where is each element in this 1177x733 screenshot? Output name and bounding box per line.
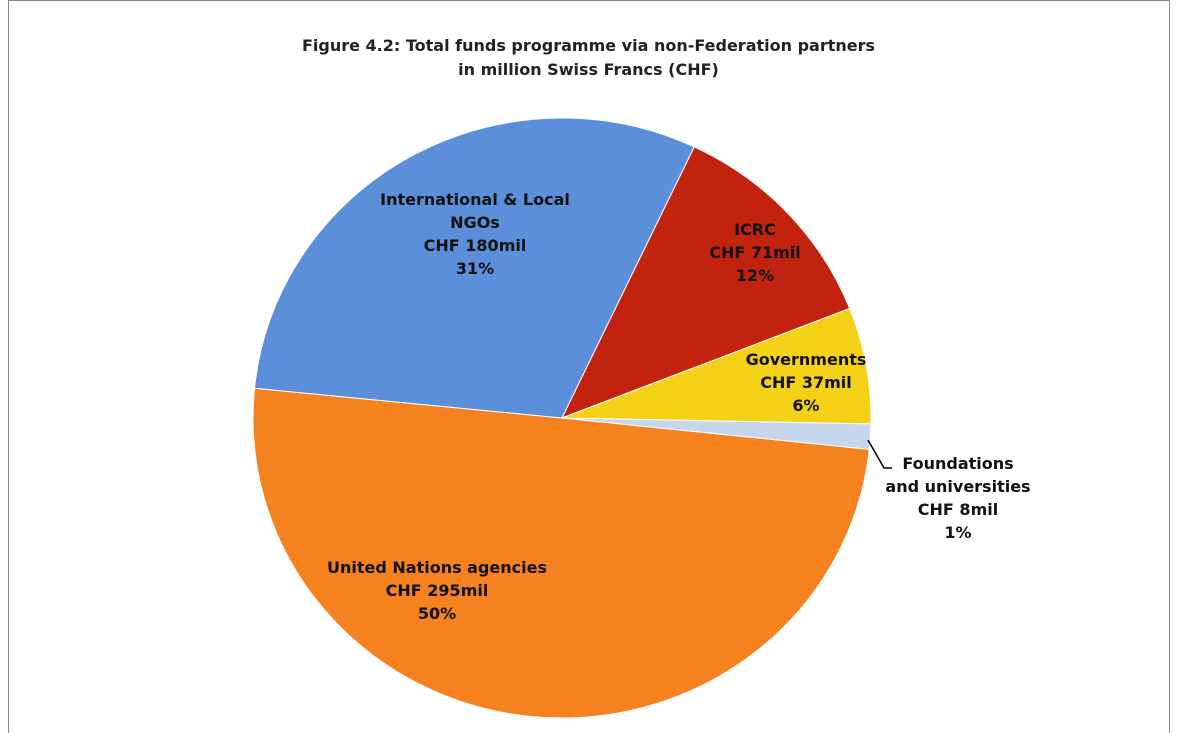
- chart-frame: [8, 0, 1170, 733]
- slice-value: CHF 37mil: [760, 373, 852, 392]
- slice-label: ICRC CHF 71mil 12%: [685, 218, 825, 287]
- slice-label: United Nations agencies CHF 295mil 50%: [307, 556, 567, 625]
- slice-value: CHF 71mil: [709, 243, 801, 262]
- slice-label: Governments CHF 37mil 6%: [731, 348, 881, 417]
- slice-name: Foundations and universities: [885, 454, 1031, 496]
- leader-line: [867, 439, 892, 469]
- slice-name: United Nations agencies: [326, 558, 548, 577]
- pie-slice: [252, 387, 870, 719]
- slice-value: CHF 8mil: [917, 500, 999, 519]
- slice-value: 50%: [417, 604, 457, 623]
- slice-name: International & Local NGOs: [380, 190, 570, 232]
- slice-label: Foundations and universities CHF 8mil 1%: [883, 452, 1033, 544]
- pie-slice: [561, 417, 872, 450]
- slice-value: 12%: [735, 266, 775, 285]
- slice-value: 31%: [455, 259, 495, 278]
- slice-value: CHF 180mil: [423, 236, 527, 255]
- chart-subtitle: in million Swiss Francs (CHF): [458, 60, 719, 79]
- pie-slice: [253, 117, 695, 419]
- pie-slice: [561, 307, 872, 425]
- slice-value: 1%: [944, 523, 972, 542]
- slice-name: ICRC: [734, 220, 776, 239]
- chart-title: Figure 4.2: Total funds programme via no…: [301, 36, 876, 55]
- slice-value: CHF 295mil: [385, 581, 489, 600]
- slice-name: Governments: [745, 350, 867, 369]
- pie-slice: [560, 146, 851, 419]
- slice-label: International & Local NGOs CHF 180mil 31%: [370, 188, 580, 280]
- slice-value: 6%: [792, 396, 820, 415]
